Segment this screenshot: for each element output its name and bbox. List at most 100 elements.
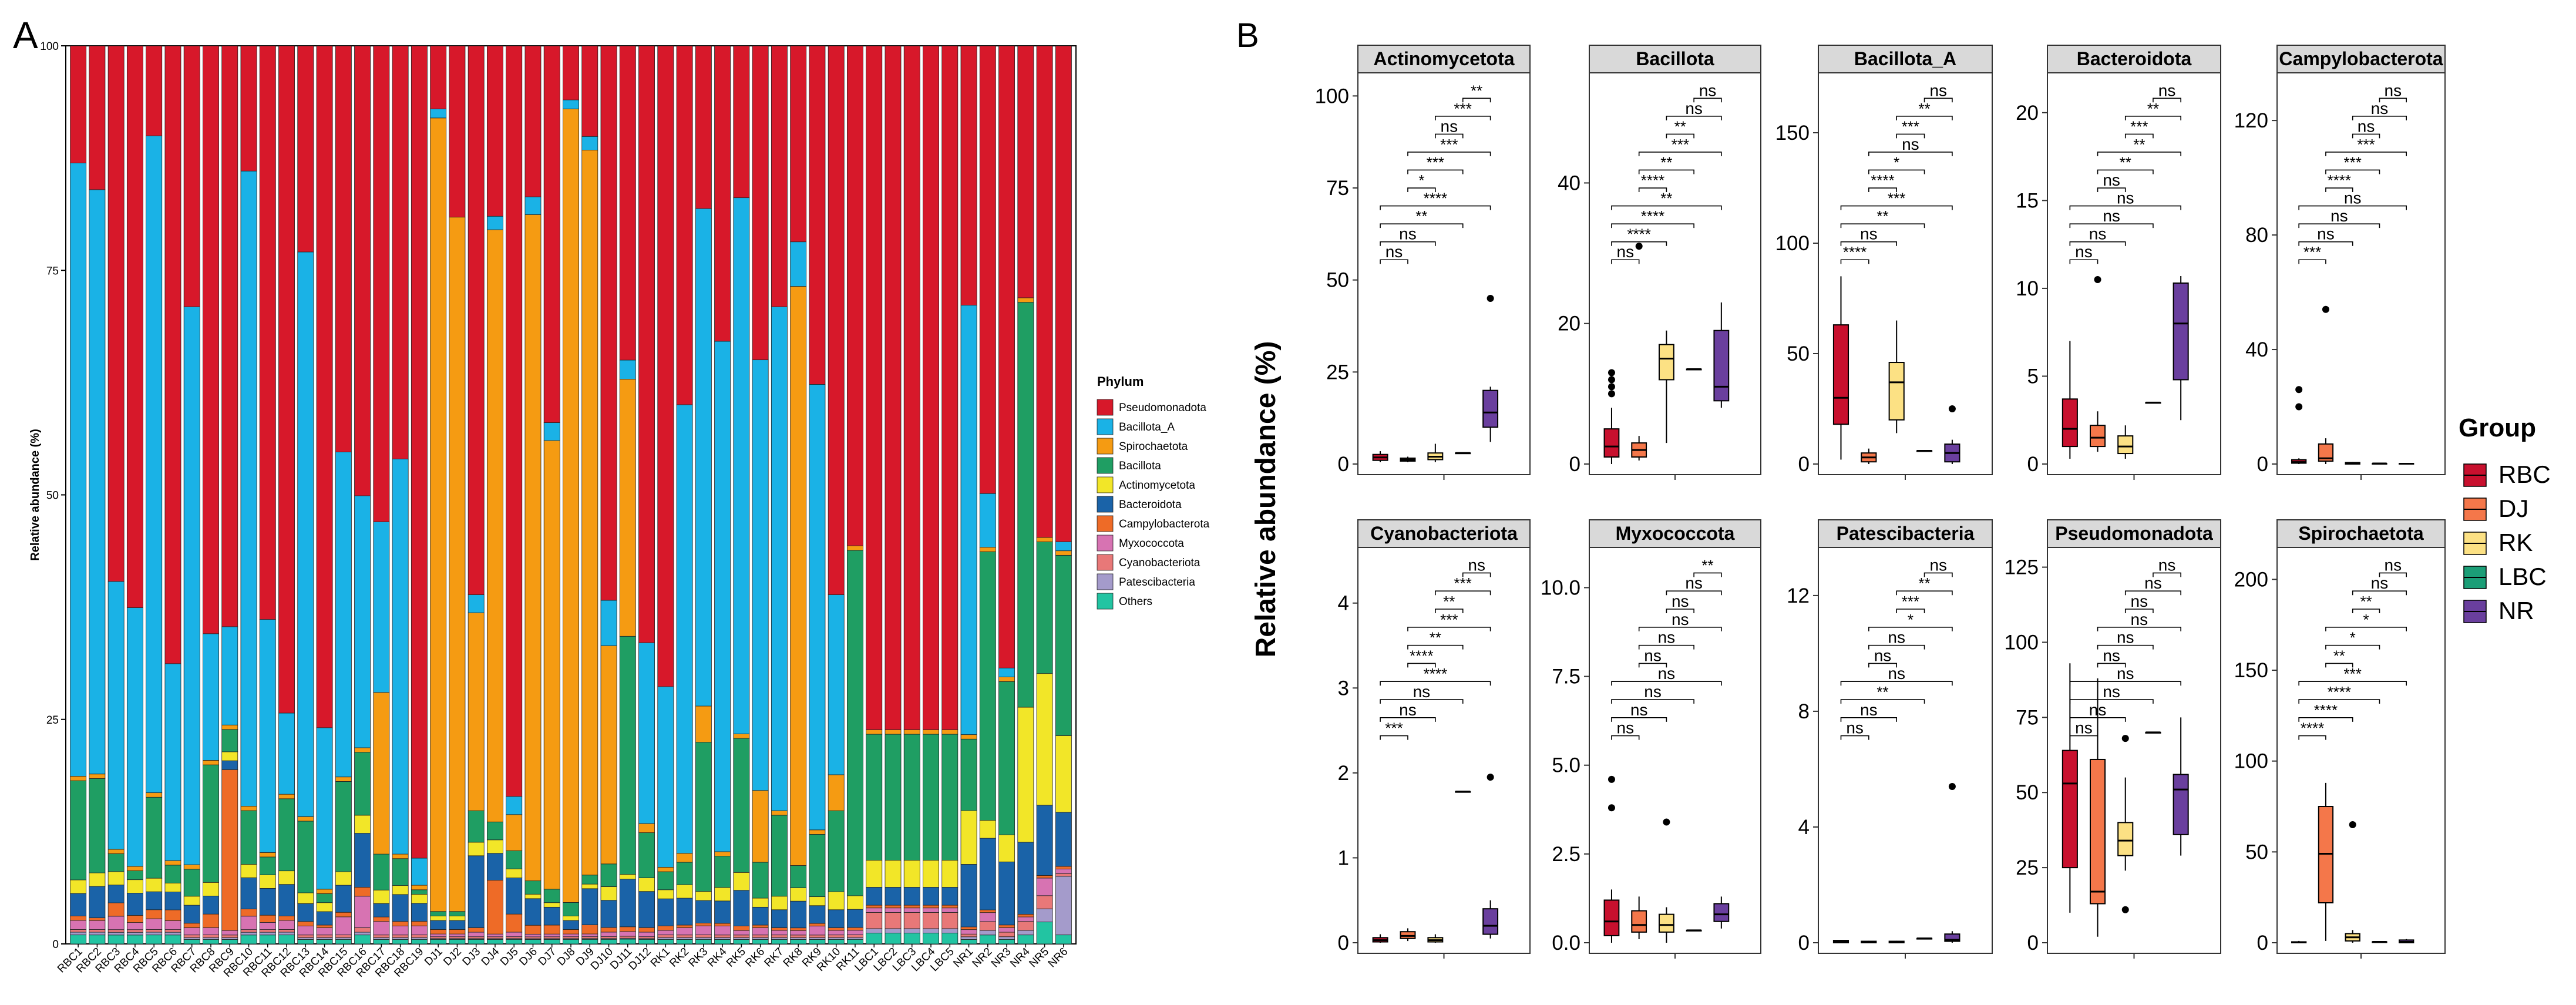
bar-segment-campylobacterota	[638, 927, 655, 933]
significance-label: ***	[1888, 190, 1905, 207]
bar-segment-actinomycetota	[373, 889, 390, 904]
significance-bracket	[2069, 223, 2154, 228]
bar-segment-actinomycetota	[847, 895, 863, 910]
y-tick-label: 50	[2016, 781, 2039, 804]
facet-title: Patescibacteria	[1837, 523, 1975, 544]
bar-segment-spirochaetota	[695, 705, 712, 743]
bar-segment-actinomycetota	[70, 879, 87, 894]
bar-segment-bacteroidota	[70, 893, 87, 916]
bar-segment-campylobacterota	[695, 923, 712, 926]
bar-segment-spirochaetota	[468, 612, 485, 811]
bar-segment-bacillota	[240, 810, 257, 865]
significance-label: ****	[1641, 207, 1664, 225]
significance-label: ns	[2158, 556, 2176, 574]
bar-segment-spirochaetota	[998, 677, 1015, 682]
significance-bracket	[1407, 152, 1491, 156]
bar-segment-pseudomonadota	[221, 45, 238, 627]
significance-bracket	[1868, 187, 1897, 193]
bar-segment-pseudomonadota	[619, 45, 636, 361]
significance-bracket	[2124, 609, 2154, 614]
legend-swatch-bacillota-a	[1097, 418, 1114, 435]
bar-segment-patescibacteria	[164, 932, 181, 936]
bar-segment-cyanobacteriota	[486, 936, 503, 939]
legend-label: Patescibacteria	[1119, 576, 1195, 589]
bar-segment-bacteroidota	[259, 888, 276, 916]
facet-frame	[1818, 547, 1993, 954]
significance-label: ns	[2075, 243, 2093, 261]
bar-segment-others	[809, 939, 826, 945]
significance-label: ns	[1644, 646, 1662, 664]
bar-segment-bacillota	[354, 752, 371, 816]
x-tick-label: NR3	[989, 946, 1014, 970]
significance-bracket	[2325, 152, 2407, 156]
bar-segment-bacillota	[89, 778, 106, 873]
facet-bacillota-a: Bacillota_A050100150****ns**********ns**…	[1775, 45, 1993, 480]
significance-label: ns	[1846, 719, 1864, 737]
bar-segment-campylobacterota	[581, 925, 598, 935]
bar-segment-bacillota-a	[714, 341, 731, 852]
bar-segment-bacteroidota	[563, 920, 579, 930]
bar-segment-bacillota-a	[752, 359, 769, 791]
significance-bracket	[2352, 133, 2380, 139]
significance-bracket	[1923, 98, 1953, 103]
facet-strip	[2047, 45, 2221, 73]
legend-label: Bacteroidota	[1119, 499, 1182, 511]
significance-label: ns	[2089, 701, 2107, 719]
bar-segment-cyanobacteriota	[89, 929, 106, 933]
bar-segment-bacillota	[563, 902, 579, 916]
bar-segment-actinomycetota	[240, 864, 257, 878]
bar-segment-bacillota-a	[278, 712, 295, 795]
bar-segment-pseudomonadota	[70, 45, 87, 163]
bar-segment-others	[657, 939, 674, 945]
bar-segment-others	[903, 933, 920, 945]
bar-segment-others	[619, 939, 636, 945]
y-tick-label: 100	[40, 41, 59, 53]
significance-label: ***	[2344, 153, 2362, 171]
bar-segment-pseudomonadota	[126, 45, 143, 608]
box-rbc	[2062, 398, 2078, 448]
bar-segment-actinomycetota	[581, 883, 598, 889]
bar-segment-patescibacteria	[240, 932, 257, 936]
significance-bracket	[1868, 663, 1897, 668]
y-tick-label: 100	[1315, 85, 1349, 107]
bar-segment-bacteroidota	[1036, 805, 1053, 876]
bar-segment-pseudomonadota	[752, 45, 769, 361]
significance-label: ns	[1399, 701, 1417, 719]
bar-segment-spirochaetota	[449, 217, 466, 912]
bar-segment-bacteroidota	[126, 893, 143, 916]
bar-segment-bacteroidota	[695, 900, 712, 923]
bar-segment-campylobacterota	[316, 925, 333, 928]
y-tick-label: 100	[1775, 232, 1810, 255]
bar-segment-patescibacteria	[752, 937, 769, 940]
bar-segment-actinomycetota	[695, 891, 712, 901]
bar-segment-others	[1017, 935, 1034, 945]
x-tick-label: DJ4	[479, 945, 502, 968]
bar-segment-cyanobacteriota	[183, 935, 200, 938]
significance-bracket	[2069, 259, 2099, 264]
x-tick-label: NR6	[1046, 946, 1071, 970]
bar-segment-campylobacterota	[221, 769, 238, 931]
significance-label: ns	[2317, 225, 2335, 243]
x-tick-label: NR1	[951, 946, 976, 970]
bar-segment-pseudomonadota	[979, 45, 996, 494]
significance-bracket	[1666, 116, 1722, 120]
significance-bracket	[2325, 663, 2353, 668]
facet-strip	[1357, 519, 1531, 548]
significance-label: ns	[2358, 117, 2375, 135]
bar-segment-others	[183, 939, 200, 945]
bar-segment-myxococcota	[657, 930, 674, 936]
significance-bracket	[2325, 644, 2380, 650]
bar-segment-spirochaetota	[278, 794, 295, 799]
outlier-nr	[1948, 405, 1956, 412]
significance-label: ns	[2131, 592, 2148, 610]
y-tick-label: 100	[2005, 631, 2039, 654]
bar-segment-bacillota	[1055, 554, 1072, 736]
bar-segment-myxococcota	[847, 930, 863, 935]
bar-segment-others	[468, 939, 485, 945]
bar-segment-campylobacterota	[203, 913, 219, 928]
significance-bracket	[2069, 681, 2181, 686]
significance-bracket	[1666, 609, 1694, 614]
y-tick-label: 50	[1326, 269, 1349, 292]
bar-segment-patescibacteria	[183, 937, 200, 940]
bar-segment-cyanobacteriota	[885, 912, 902, 929]
